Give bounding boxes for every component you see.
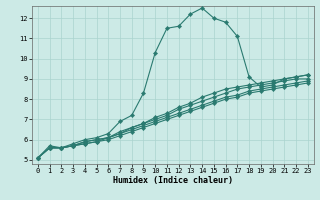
X-axis label: Humidex (Indice chaleur): Humidex (Indice chaleur) (113, 176, 233, 185)
